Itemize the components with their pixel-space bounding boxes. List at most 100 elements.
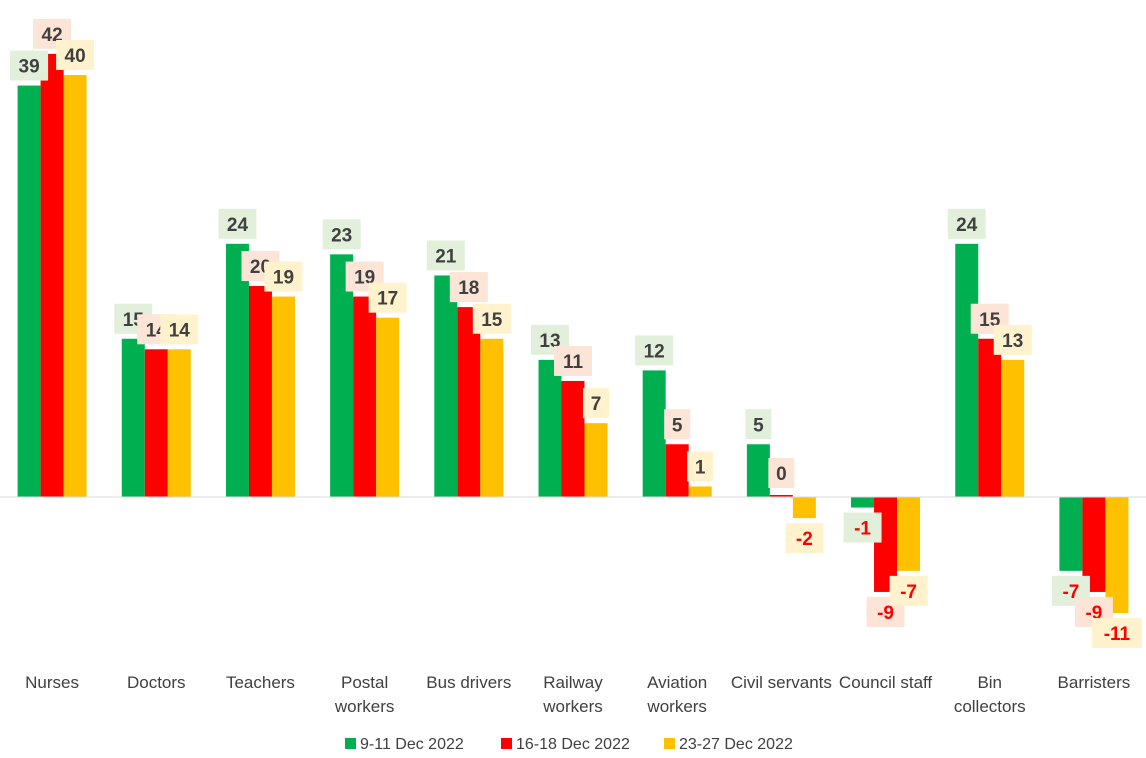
- data-label-bus-drivers-series-2: 18: [449, 272, 488, 303]
- data-label-text: -7: [900, 582, 917, 603]
- data-label-text: -1: [854, 519, 871, 540]
- data-label-postal-workers-series-2: 19: [345, 261, 384, 292]
- data-label-background: [368, 282, 407, 313]
- legend-item-1: 9-11 Dec 2022: [345, 736, 464, 753]
- legend: 9-11 Dec 2022 16-18 Dec 2022 23-27 Dec 202…: [345, 736, 793, 753]
- category-label-barristers: Barristers: [1058, 673, 1131, 692]
- data-label-background: [56, 40, 95, 70]
- data-label-background: [889, 575, 928, 606]
- data-label-council-staff-series-3: -7: [889, 575, 928, 606]
- data-label-text: 14: [169, 320, 191, 341]
- data-label-background: [664, 409, 691, 440]
- data-label-nurses-series-1: 39: [10, 50, 49, 81]
- bar-nurses-series-1: [17, 85, 41, 498]
- legend-label: 23-27 Dec 2022: [679, 736, 793, 753]
- data-label-background: [583, 388, 609, 419]
- data-label-background: [947, 208, 986, 239]
- data-label-text: 17: [377, 289, 398, 310]
- data-label-text: 15: [481, 310, 503, 331]
- bar-nurses-series-3: [63, 75, 87, 497]
- data-label-civil-servants-series-1: 5: [745, 409, 772, 440]
- data-label-text: 13: [1002, 331, 1023, 352]
- bar-railway-workers-series-3: [584, 423, 608, 497]
- bar-barristers-series-3: [1105, 497, 1129, 614]
- bar-railway-workers-series-1: [538, 359, 562, 497]
- bar-bin-collectors-series-3: [1001, 359, 1025, 497]
- bar-aviation-workers-series-1: [642, 370, 666, 497]
- bar-doctors-series-2: [144, 349, 168, 497]
- data-label-background: [768, 458, 795, 488]
- bar-doctors-series-3: [167, 349, 191, 497]
- legend-label: 16-18 Dec 2022: [516, 736, 630, 753]
- bar-civil-servants-series-2: [769, 495, 793, 497]
- bar-bus-drivers-series-1: [434, 275, 458, 497]
- legend-swatch: [501, 738, 512, 749]
- data-label-aviation-workers-series-3: 1: [687, 451, 714, 482]
- category-label-doctors: Doctors: [127, 673, 186, 692]
- bar-nurses-series-2: [40, 53, 64, 498]
- data-label-bin-collectors-series-3: 13: [993, 324, 1032, 355]
- bars-layer: [17, 53, 1129, 614]
- bar-bus-drivers-series-2: [457, 307, 481, 497]
- bar-civil-servants-series-1: [746, 444, 770, 497]
- category-label-bin-collectors: Bin collectors: [954, 673, 1026, 716]
- data-label-text: 5: [753, 415, 764, 436]
- data-label-text: 11: [563, 352, 584, 373]
- data-label-text: -11: [1104, 624, 1131, 645]
- data-label-background: [635, 335, 674, 366]
- bar-aviation-workers-series-3: [688, 486, 712, 497]
- bar-teachers-series-2: [248, 286, 272, 497]
- bar-bin-collectors-series-2: [978, 338, 1002, 497]
- bar-barristers-series-2: [1082, 497, 1106, 592]
- data-label-bin-collectors-series-1: 24: [947, 208, 986, 239]
- data-label-bus-drivers-series-1: 21: [426, 240, 465, 271]
- data-label-background: [10, 50, 49, 81]
- data-label-postal-workers-series-3: 17: [368, 282, 407, 313]
- data-label-civil-servants-series-2: 0: [768, 458, 795, 488]
- data-label-text: 21: [435, 246, 457, 267]
- category-label-postal-workers: Postal workers: [334, 673, 395, 716]
- bar-bin-collectors-series-1: [955, 243, 979, 497]
- category-axis: Nurses Doctors Teachers Postal workers Bus dr…: [25, 673, 1130, 716]
- data-label-text: 1: [695, 457, 706, 478]
- data-label-text: -2: [796, 529, 813, 550]
- data-label-background: [449, 272, 488, 303]
- data-label-bus-drivers-series-3: 15: [472, 303, 511, 334]
- data-label-text: 23: [331, 225, 352, 246]
- data-label-railway-workers-series-2: 11: [554, 345, 592, 376]
- data-label-aviation-workers-series-1: 12: [635, 335, 674, 366]
- data-label-council-staff-series-1: -1: [843, 512, 882, 543]
- data-label-text: 24: [956, 215, 978, 236]
- legend-swatch: [664, 738, 675, 749]
- data-label-background: [160, 314, 199, 345]
- category-label-bus-drivers: Bus drivers: [426, 673, 511, 692]
- data-label-background: [426, 240, 465, 271]
- data-label-text: 18: [458, 278, 479, 299]
- data-label-background: [472, 303, 511, 334]
- category-label-railway-workers: Railway workers: [542, 673, 603, 716]
- legend-item-2: 16-18 Dec 2022: [501, 736, 630, 753]
- data-label-text: 12: [644, 341, 665, 362]
- data-label-civil-servants-series-3: -2: [785, 523, 824, 554]
- category-label-civil-servants: Civil servants: [731, 673, 832, 692]
- category-label-teachers: Teachers: [226, 673, 295, 692]
- category-label-aviation-workers: Aviation workers: [646, 673, 707, 716]
- legend-item-3: 23-27 Dec 2022: [664, 736, 793, 753]
- bar-railway-workers-series-2: [561, 380, 585, 497]
- data-label-background: [1091, 618, 1142, 649]
- legend-label: 9-11 Dec 2022: [360, 736, 464, 753]
- data-label-background: [843, 512, 882, 543]
- bar-bus-drivers-series-3: [480, 338, 504, 497]
- data-label-text: 39: [19, 57, 40, 78]
- data-label-teachers-series-1: 24: [218, 208, 257, 239]
- data-label-background: [993, 324, 1032, 355]
- data-label-text: 40: [65, 46, 86, 67]
- bar-postal-workers-series-1: [330, 254, 354, 497]
- bar-barristers-series-1: [1059, 497, 1083, 571]
- bar-teachers-series-3: [271, 296, 295, 497]
- data-label-text: -9: [877, 603, 894, 624]
- data-label-text: 24: [227, 215, 249, 236]
- data-label-barristers-series-3: -11: [1091, 618, 1142, 649]
